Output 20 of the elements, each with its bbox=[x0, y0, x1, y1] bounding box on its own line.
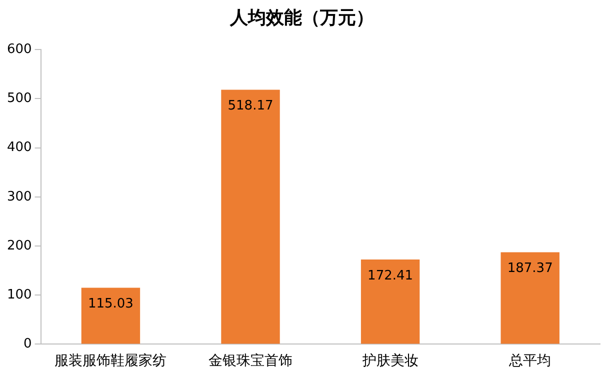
y-tick-label: 400 bbox=[6, 140, 32, 156]
bar bbox=[81, 288, 140, 344]
chart-title: 人均效能（万元） bbox=[229, 7, 374, 28]
data-label: 172.41 bbox=[368, 268, 414, 284]
y-tick-label: 0 bbox=[24, 336, 32, 352]
y-tick-label: 600 bbox=[6, 42, 32, 57]
y-tick-label: 100 bbox=[6, 287, 32, 302]
data-label: 518.17 bbox=[228, 98, 274, 114]
data-label: 115.03 bbox=[88, 296, 134, 312]
bar bbox=[360, 260, 420, 344]
y-tick-label: 300 bbox=[6, 189, 32, 204]
y-tick-label: 500 bbox=[6, 91, 32, 106]
x-tick-label: 护肤美妆 bbox=[361, 353, 418, 370]
y-tick-label: 200 bbox=[6, 238, 32, 254]
bar bbox=[500, 252, 560, 344]
x-tick-label: 金银珠宝首饰 bbox=[208, 353, 293, 370]
bar bbox=[221, 90, 280, 344]
x-tick-label: 总平均 bbox=[508, 353, 552, 370]
x-tick-label: 服装服饰鞋履家纺 bbox=[54, 353, 167, 370]
data-label: 187.37 bbox=[507, 261, 553, 276]
